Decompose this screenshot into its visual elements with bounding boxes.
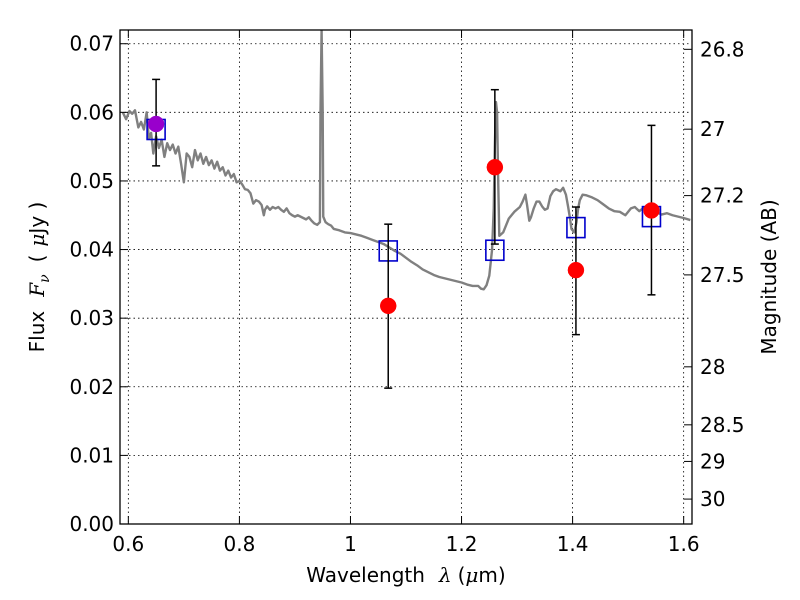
observed-flux-point [147, 115, 165, 133]
magnitude-tick-label: 28.5 [700, 413, 745, 437]
y-tick-label: 0.00 [69, 512, 114, 536]
observed-flux-point [567, 261, 585, 279]
magnitude-tick-label: 27 [700, 117, 725, 141]
magnitude-axis-label: Magnitude (AB) [757, 199, 781, 354]
plot-area [121, 30, 691, 389]
observed-flux-point [486, 158, 504, 176]
magnitude-tick-label: 30 [700, 487, 725, 511]
magnitude-tick-labels: 26.8 27 27.2 27.5 28 28.5 29 30 [700, 37, 745, 511]
x-tick-label: 1.2 [446, 532, 478, 556]
x-tick-label: 1.6 [668, 532, 700, 556]
x-tick-labels: 0.6 0.8 1 1.2 1.4 1.6 [112, 532, 699, 556]
y-tick-label: 0.01 [69, 443, 114, 467]
y-tick-label: 0.03 [69, 306, 114, 330]
magnitude-tick-label: 29 [700, 449, 725, 473]
y-tick-label: 0.05 [69, 169, 114, 193]
x-axis-label: Wavelength λ (μm) [306, 563, 505, 587]
y-axis-label: FluxFν(μJy ) [25, 202, 53, 353]
magnitude-tick-label: 26.8 [700, 37, 745, 61]
observed-flux-point [643, 202, 660, 219]
plot-frame [119, 29, 693, 525]
y-tick-label: 0.06 [69, 100, 114, 124]
grid [120, 30, 692, 525]
tick-marks [120, 30, 692, 525]
x-tick-label: 0.8 [223, 532, 255, 556]
x-tick-label: 1.4 [557, 532, 589, 556]
y-tick-label: 0.07 [69, 32, 114, 56]
y-tick-label: 0.04 [69, 238, 114, 262]
magnitude-tick-label: 28 [700, 355, 725, 379]
magnitude-tick-label: 27.2 [700, 184, 745, 208]
observed-flux-point [379, 297, 397, 315]
y-tick-labels: 0.00 0.01 0.02 0.03 0.04 0.05 0.06 0.07 [69, 32, 114, 536]
x-tick-label: 0.6 [112, 532, 144, 556]
model-spectrum-line [121, 30, 691, 291]
y-tick-label: 0.02 [69, 375, 114, 399]
x-tick-label: 1 [344, 532, 357, 556]
magnitude-tick-label: 27.5 [700, 263, 745, 287]
